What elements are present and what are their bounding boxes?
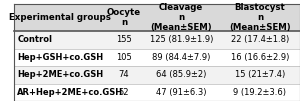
Text: Cleavage
n
(Mean±SEM): Cleavage n (Mean±SEM) (150, 3, 212, 33)
Text: 105: 105 (116, 53, 132, 62)
Text: Blastocyst
n
(Mean±SEM): Blastocyst n (Mean±SEM) (229, 3, 291, 33)
Text: Experimental groups: Experimental groups (9, 13, 110, 22)
FancyBboxPatch shape (220, 49, 300, 66)
Text: Oocyte
n: Oocyte n (107, 8, 141, 27)
FancyBboxPatch shape (14, 66, 105, 84)
FancyBboxPatch shape (220, 84, 300, 101)
FancyBboxPatch shape (142, 84, 220, 101)
Text: 15 (21±7.4): 15 (21±7.4) (235, 70, 285, 79)
FancyBboxPatch shape (142, 31, 220, 49)
FancyBboxPatch shape (14, 84, 105, 101)
Text: Hep+GSH+co.GSH: Hep+GSH+co.GSH (17, 53, 103, 62)
Text: 52: 52 (119, 88, 129, 97)
Text: Control: Control (17, 35, 52, 44)
FancyBboxPatch shape (105, 66, 142, 84)
Text: 155: 155 (116, 35, 132, 44)
FancyBboxPatch shape (14, 31, 105, 49)
FancyBboxPatch shape (105, 49, 142, 66)
Text: 89 (84.4±7.9): 89 (84.4±7.9) (152, 53, 210, 62)
FancyBboxPatch shape (105, 31, 142, 49)
Text: 64 (85.9±2): 64 (85.9±2) (156, 70, 206, 79)
FancyBboxPatch shape (142, 66, 220, 84)
Text: AR+Hep+2ME+co.GSH: AR+Hep+2ME+co.GSH (17, 88, 123, 97)
FancyBboxPatch shape (142, 4, 220, 31)
FancyBboxPatch shape (142, 49, 220, 66)
FancyBboxPatch shape (14, 49, 105, 66)
FancyBboxPatch shape (220, 66, 300, 84)
Text: 125 (81.9±1.9): 125 (81.9±1.9) (149, 35, 213, 44)
FancyBboxPatch shape (14, 4, 105, 31)
Text: 74: 74 (118, 70, 129, 79)
FancyBboxPatch shape (220, 4, 300, 31)
Text: 16 (16.6±2.9): 16 (16.6±2.9) (231, 53, 289, 62)
FancyBboxPatch shape (220, 31, 300, 49)
Text: 9 (19.2±3.6): 9 (19.2±3.6) (233, 88, 286, 97)
FancyBboxPatch shape (105, 4, 142, 31)
Text: 47 (91±6.3): 47 (91±6.3) (156, 88, 206, 97)
Text: 22 (17.4±1.8): 22 (17.4±1.8) (231, 35, 289, 44)
Text: Hep+2ME+co.GSH: Hep+2ME+co.GSH (17, 70, 103, 79)
FancyBboxPatch shape (105, 84, 142, 101)
